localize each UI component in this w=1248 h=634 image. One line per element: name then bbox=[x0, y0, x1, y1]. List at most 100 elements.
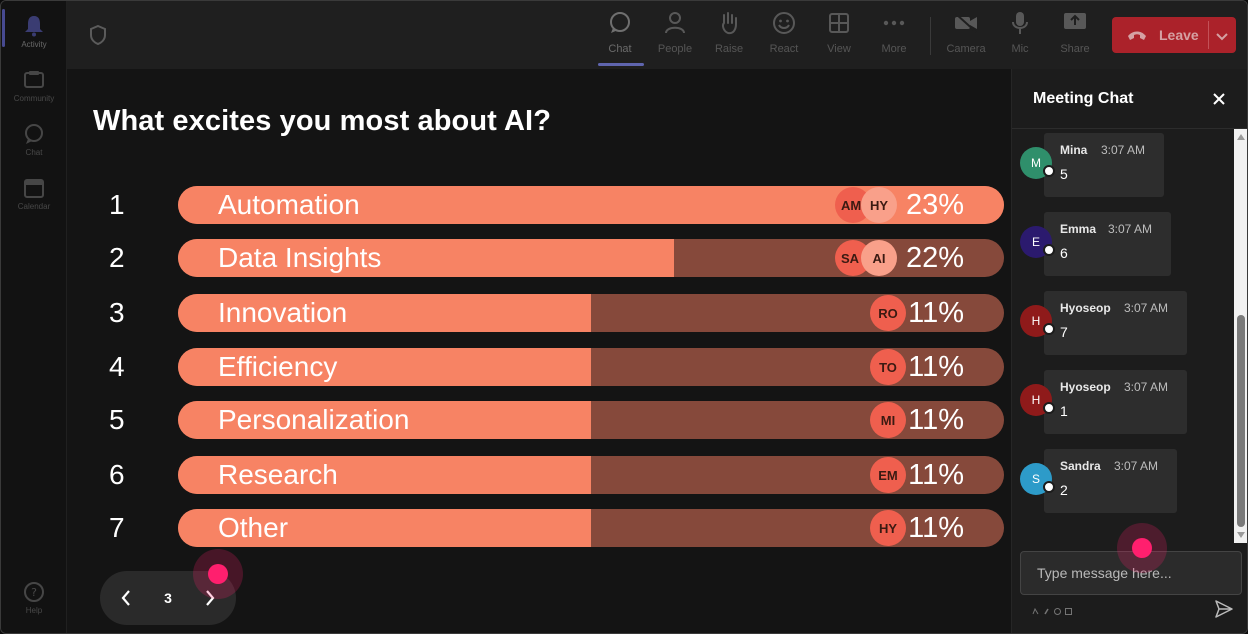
message-timestamp: 3:07 AM bbox=[1101, 143, 1146, 157]
smiley-icon bbox=[772, 11, 796, 35]
poll-question: What excites you most about AI? bbox=[93, 105, 552, 137]
rail-item-chat[interactable]: Chat bbox=[1, 117, 67, 167]
poll-option-number: 4 bbox=[109, 351, 125, 382]
previous-page-button[interactable] bbox=[116, 588, 136, 608]
camera-button[interactable]: Camera bbox=[941, 11, 991, 63]
rail-item-community[interactable]: Community bbox=[1, 63, 67, 113]
cursor-indicator bbox=[193, 549, 243, 599]
poll-option-label: Automation bbox=[218, 189, 360, 220]
poll-option-number: 1 bbox=[109, 189, 125, 220]
emoji-icon[interactable] bbox=[1054, 602, 1061, 615]
scroll-up-icon[interactable] bbox=[1237, 134, 1245, 140]
more-button[interactable]: More bbox=[869, 11, 919, 63]
poll-option-percent: 11% bbox=[908, 351, 964, 383]
leave-button[interactable]: Leave bbox=[1112, 17, 1236, 53]
scrollbar-thumb[interactable] bbox=[1237, 315, 1245, 527]
close-icon[interactable] bbox=[1211, 91, 1227, 107]
view-button[interactable]: View bbox=[814, 11, 864, 63]
chevron-down-icon[interactable] bbox=[1215, 29, 1229, 41]
poll-option-label: Data Insights bbox=[218, 242, 382, 273]
message-bubble: Sandra 3:07 AM 2 bbox=[1044, 449, 1177, 513]
more-button-label: More bbox=[881, 43, 907, 55]
poll-option-percent: 23% bbox=[905, 189, 964, 221]
presence-indicator bbox=[1043, 481, 1055, 493]
poll-option-number: 6 bbox=[109, 459, 125, 490]
shield-icon[interactable] bbox=[89, 24, 107, 46]
poll-option-bar: Efficiency TO 11% bbox=[178, 348, 1004, 386]
chat-bubble-icon bbox=[608, 11, 632, 35]
poll-option-fill bbox=[178, 509, 591, 547]
poll-option-percent: 11% bbox=[908, 297, 964, 329]
chat-button[interactable]: Chat bbox=[595, 11, 645, 63]
poll-option-label: Other bbox=[218, 512, 289, 543]
react-button[interactable]: React bbox=[759, 11, 809, 63]
people-button-label: People bbox=[657, 43, 693, 55]
poll-option-number: 7 bbox=[109, 512, 125, 543]
attach-icon[interactable] bbox=[1043, 602, 1050, 615]
poll-option-row: 7 Other HY 11% bbox=[67, 509, 1011, 547]
mic-button-label: Mic bbox=[1011, 43, 1029, 55]
chat-icon bbox=[23, 123, 45, 145]
rail-item-activity[interactable]: Activity bbox=[1, 9, 67, 59]
gif-icon[interactable] bbox=[1065, 602, 1072, 615]
mic-icon bbox=[1008, 11, 1032, 35]
poll-option-label: Research bbox=[218, 459, 338, 490]
mic-button[interactable]: Mic bbox=[995, 11, 1045, 63]
bell-icon bbox=[23, 15, 45, 37]
poll-option-percent: 11% bbox=[908, 404, 964, 436]
chat-scrollbar[interactable] bbox=[1234, 129, 1247, 543]
chat-message: Hyoseop 3:07 AM 1 H bbox=[1012, 370, 1234, 434]
next-page-button[interactable] bbox=[200, 588, 220, 608]
presence-indicator bbox=[1043, 244, 1055, 256]
rail-item-label: Community bbox=[13, 94, 55, 103]
poll-option-number: 2 bbox=[109, 242, 125, 273]
avatar[interactable]: M bbox=[1020, 147, 1052, 179]
chat-button-label: Chat bbox=[608, 43, 632, 55]
presence-indicator bbox=[1043, 165, 1055, 177]
toolbar-divider bbox=[930, 17, 931, 55]
rail-item-calendar[interactable]: Calendar bbox=[1, 171, 67, 221]
more-icon bbox=[882, 11, 906, 35]
poll-option-bar: Personalization MI 11% bbox=[178, 401, 1004, 439]
chat-messages: Mina 3:07 AM 5 M Emma 3:07 AM 6 E Hyoseop 3:07 AM… bbox=[1012, 129, 1234, 543]
message-timestamp: 3:07 AM bbox=[1124, 301, 1169, 315]
app-rail: Activity Community Chat Calendar ? Help bbox=[1, 1, 67, 633]
raise-hand-button[interactable]: Raise bbox=[704, 11, 754, 63]
presence-indicator bbox=[1043, 323, 1055, 335]
poll-option-fill bbox=[178, 239, 674, 277]
poll-option-row: 6 Research EM 11% bbox=[67, 456, 1011, 494]
message-bubble: Hyoseop 3:07 AM 7 bbox=[1044, 291, 1187, 355]
poll-option-fill bbox=[178, 294, 591, 332]
chevron-right-icon bbox=[206, 590, 215, 606]
help-icon: ? bbox=[23, 581, 45, 603]
calendar-icon bbox=[23, 177, 45, 199]
people-button[interactable]: People bbox=[650, 11, 700, 63]
send-icon[interactable] bbox=[1214, 599, 1234, 619]
message-sender: Mina bbox=[1060, 143, 1088, 157]
poll-option-row: 5 Personalization MI 11% bbox=[67, 401, 1011, 439]
poll-option-row: 3 Innovation RO 11% bbox=[67, 294, 1011, 332]
poll-option-number: 3 bbox=[109, 297, 125, 328]
message-input[interactable] bbox=[1020, 551, 1242, 595]
message-bubble: Mina 3:07 AM 5 bbox=[1044, 133, 1164, 197]
poll-option-row: 4 Efficiency TO 11% bbox=[67, 348, 1011, 386]
message-sender: Hyoseop bbox=[1060, 380, 1111, 394]
chevron-left-icon bbox=[121, 590, 130, 606]
format-icon[interactable] bbox=[1032, 602, 1039, 615]
poll-option-label: Efficiency bbox=[218, 351, 338, 382]
poll-option-row: 1 Automation AM HY 23% bbox=[67, 186, 1011, 224]
leave-button-separator bbox=[1208, 21, 1209, 49]
poll-option-percent: 22% bbox=[905, 242, 964, 274]
chat-active-indicator bbox=[598, 63, 644, 66]
camera-off-icon bbox=[954, 11, 978, 35]
share-button[interactable]: Share bbox=[1050, 11, 1100, 63]
grid-icon bbox=[827, 11, 851, 35]
share-button-label: Share bbox=[1060, 43, 1090, 55]
message-sender: Emma bbox=[1060, 222, 1097, 236]
chat-message: Hyoseop 3:07 AM 7 H bbox=[1012, 291, 1234, 355]
poll-option-percent: 11% bbox=[908, 459, 964, 491]
chat-header: Meeting Chat bbox=[1012, 69, 1247, 129]
scroll-down-icon[interactable] bbox=[1237, 532, 1245, 538]
poll-option-label: Innovation bbox=[218, 297, 348, 328]
rail-item-help[interactable]: ? Help bbox=[1, 575, 67, 625]
